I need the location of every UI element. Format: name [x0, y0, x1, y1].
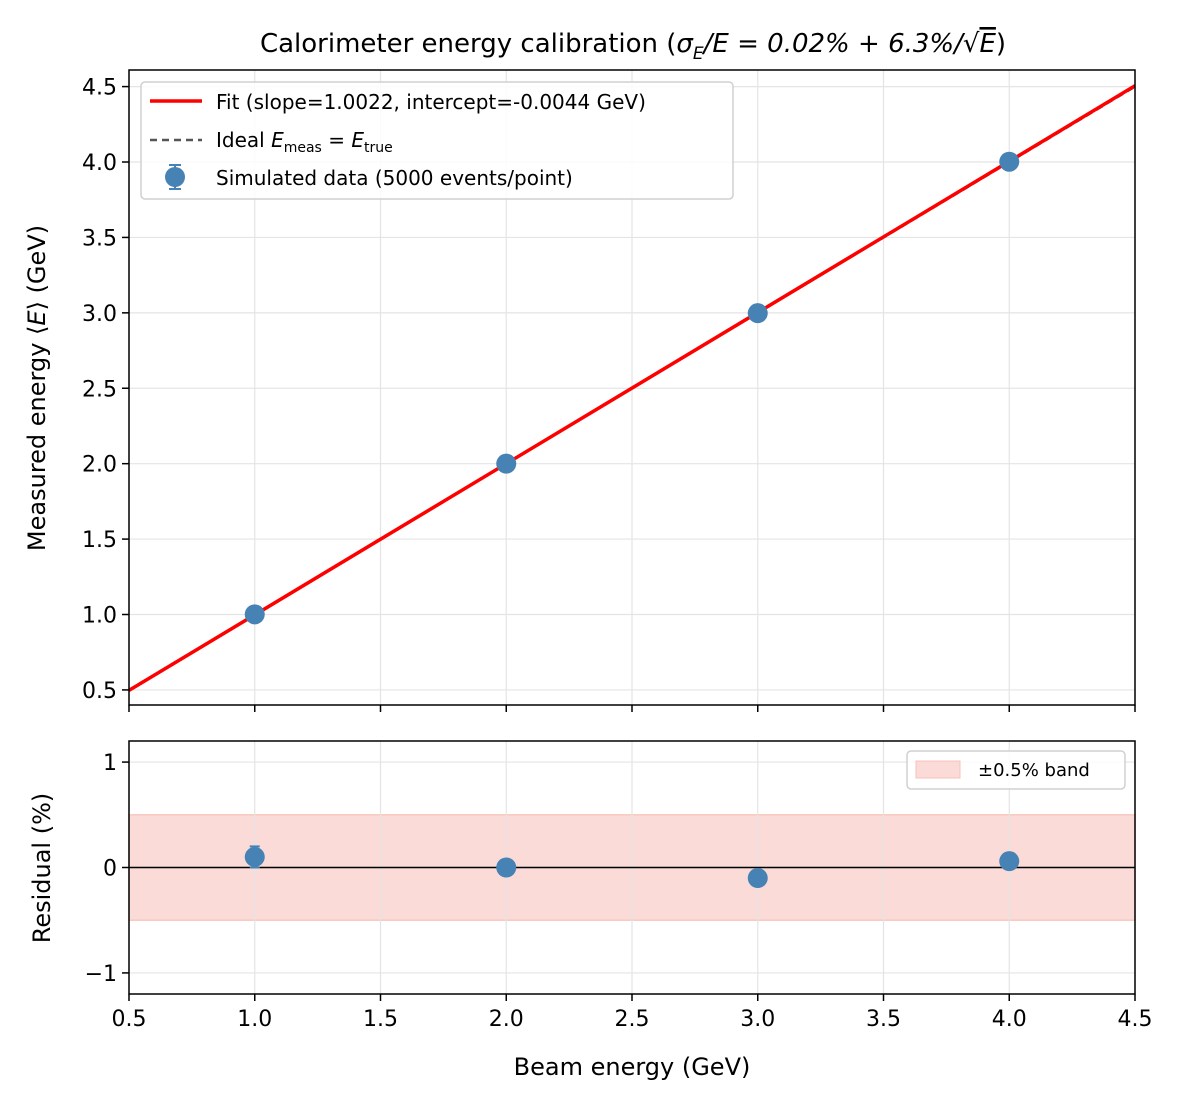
y-tick-label: 0.5 — [82, 679, 117, 704]
main-legend: Fit (slope=1.0022, intercept=-0.0044 GeV… — [140, 81, 734, 200]
x-tick-label: 3.5 — [866, 1007, 901, 1032]
residual-point — [496, 857, 517, 878]
x-tick-label: 2.0 — [489, 1007, 524, 1032]
y-tick-label: 2.5 — [82, 377, 117, 402]
y-tick-label: 1.5 — [82, 528, 117, 553]
y-tick-label: 4.5 — [82, 76, 117, 101]
y-tick-label: 4.0 — [82, 151, 117, 176]
x-tick-label: 4.5 — [1118, 1007, 1153, 1032]
legend-ideal-label: Ideal Emeas = Etrue — [216, 128, 393, 156]
y-tick-label: 1 — [103, 751, 117, 776]
legend-band-swatch — [915, 760, 961, 779]
legend-fit-label: Fit (slope=1.0022, intercept=-0.0044 GeV… — [216, 90, 646, 114]
data-point — [244, 604, 265, 625]
y-tick-label: 3.0 — [82, 302, 117, 327]
legend-band-label: ±0.5% band — [978, 760, 1090, 781]
residual-point — [244, 846, 265, 867]
fit-line — [129, 84, 1135, 692]
data-point — [496, 453, 517, 474]
y-tick-label: 1.0 — [82, 604, 117, 629]
y-tick-label: 0 — [103, 857, 117, 882]
chart-title: Calorimeter energy calibration (σE/E = 0… — [260, 29, 1006, 64]
residual-legend: ±0.5% band — [906, 750, 1126, 790]
x-tick-label: 1.5 — [363, 1007, 398, 1032]
residual-point — [747, 868, 768, 889]
legend-data-swatch — [165, 164, 185, 190]
residual-point — [999, 851, 1020, 872]
x-tick-label: 1.0 — [237, 1007, 272, 1032]
data-point — [747, 303, 768, 324]
x-tick-label: 0.5 — [112, 1007, 147, 1032]
main-plot: 0.5 1.0 1.5 2.0 2.5 3.0 3.5 4.0 4.5 — [82, 69, 1136, 712]
residual-y-axis-label: Residual (%) — [28, 793, 56, 944]
x-axis-label: Beam energy (GeV) — [514, 1053, 751, 1081]
main-y-axis-label: Measured energy ⟨E⟩ (GeV) — [23, 225, 51, 551]
main-axes-frame — [128, 69, 1136, 706]
x-tick-label: 2.5 — [615, 1007, 650, 1032]
x-tick-label: 3.0 — [740, 1007, 775, 1032]
residual-axes-frame — [128, 740, 1136, 995]
residual-plot: 0.5 1.0 1.5 2.0 2.5 3.0 3.5 4.0 4.5 −1 0 1 — [85, 740, 1153, 1032]
x-tick-label: 4.0 — [992, 1007, 1027, 1032]
data-point — [999, 151, 1020, 172]
y-tick-label: 3.5 — [82, 226, 117, 251]
main-plot-area — [129, 84, 1135, 692]
legend-data-label: Simulated data (5000 events/point) — [216, 166, 573, 190]
y-tick-label: −1 — [85, 962, 117, 987]
y-tick-label: 2.0 — [82, 453, 117, 478]
